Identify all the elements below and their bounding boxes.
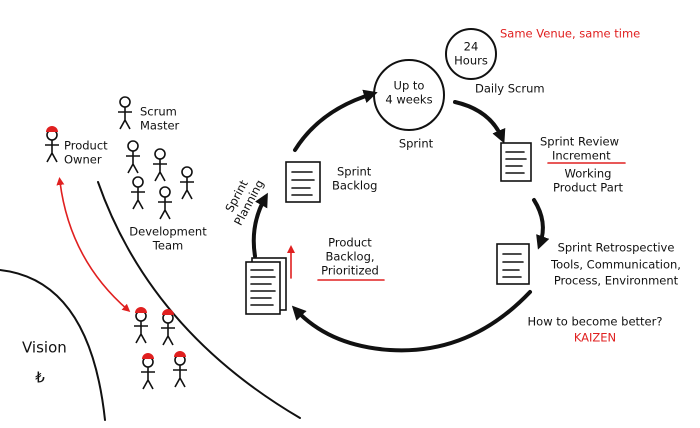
sprint-duration: Up to <box>394 79 425 93</box>
role-label: Master <box>140 119 180 133</box>
stick-figure <box>141 367 155 390</box>
vision-symbol: ₺ <box>35 369 45 387</box>
role-label: Team <box>152 239 183 253</box>
stick-figure <box>159 186 171 198</box>
artifact-label: Product <box>328 236 372 250</box>
stick-figure <box>132 176 144 188</box>
retro-question: How to become better? <box>528 315 663 329</box>
sprint-circle <box>373 59 445 131</box>
daily-label: Daily Scrum <box>475 82 545 96</box>
stick-figure <box>119 96 131 108</box>
role-label: Product <box>64 139 108 153</box>
vision-label: Vision <box>22 339 67 357</box>
cycle-arrow <box>293 89 378 152</box>
review-output: Increment <box>552 149 611 163</box>
daily-circle <box>445 28 497 80</box>
stick-figure <box>126 151 140 174</box>
document-icons <box>245 142 532 315</box>
stick-figures <box>45 96 194 390</box>
daily-note: Same Venue, same time <box>500 27 640 41</box>
planning-label: Sprint Planning <box>222 177 266 228</box>
stick-figure <box>131 187 145 210</box>
sprint-duration: 4 weeks <box>385 93 432 107</box>
vision-boundary <box>0 269 106 421</box>
retro-title: Sprint Retrospective <box>558 241 675 255</box>
stick-figure <box>45 140 59 163</box>
stick-figure <box>161 323 175 346</box>
stick-figure <box>162 309 178 315</box>
review-description: Working <box>565 167 612 181</box>
cycle-arrow <box>291 290 532 353</box>
stick-figure <box>127 140 139 152</box>
retro-method: KAIZEN <box>574 331 616 345</box>
stick-figure <box>46 126 62 132</box>
stick-figure <box>118 107 132 130</box>
stick-figure <box>142 353 158 359</box>
artifact-label: Sprint <box>337 165 372 179</box>
stick-figure <box>135 307 151 313</box>
daily-duration: Hours <box>454 54 488 68</box>
stick-figure <box>173 365 187 388</box>
stick-figure <box>158 197 172 220</box>
stick-figure <box>174 351 190 357</box>
sprint-label: Sprint <box>399 137 434 151</box>
owner-link <box>56 177 131 312</box>
stick-figure <box>181 166 193 178</box>
role-label: Owner <box>64 153 102 167</box>
retro-topic: Process, Environment <box>554 274 679 288</box>
cycle-arrow <box>532 198 550 250</box>
stick-figure <box>153 159 167 182</box>
daily-duration: 24 <box>464 40 479 54</box>
review-title: Sprint Review <box>540 135 619 149</box>
role-label: Development <box>129 225 207 239</box>
artifact-label: Backlog <box>332 179 377 193</box>
retro-topic: Tools, Communication, <box>550 258 681 272</box>
artifact-label: Prioritized <box>321 264 379 278</box>
cycle-arrow <box>453 100 506 144</box>
review-description: Product Part <box>553 181 624 195</box>
artifact-label: Backlog, <box>325 250 374 264</box>
role-label: Scrum <box>140 105 177 119</box>
cycle-arrow <box>251 192 268 258</box>
stick-figure <box>180 177 194 200</box>
stick-figure <box>134 321 148 344</box>
stick-figure <box>154 148 166 160</box>
